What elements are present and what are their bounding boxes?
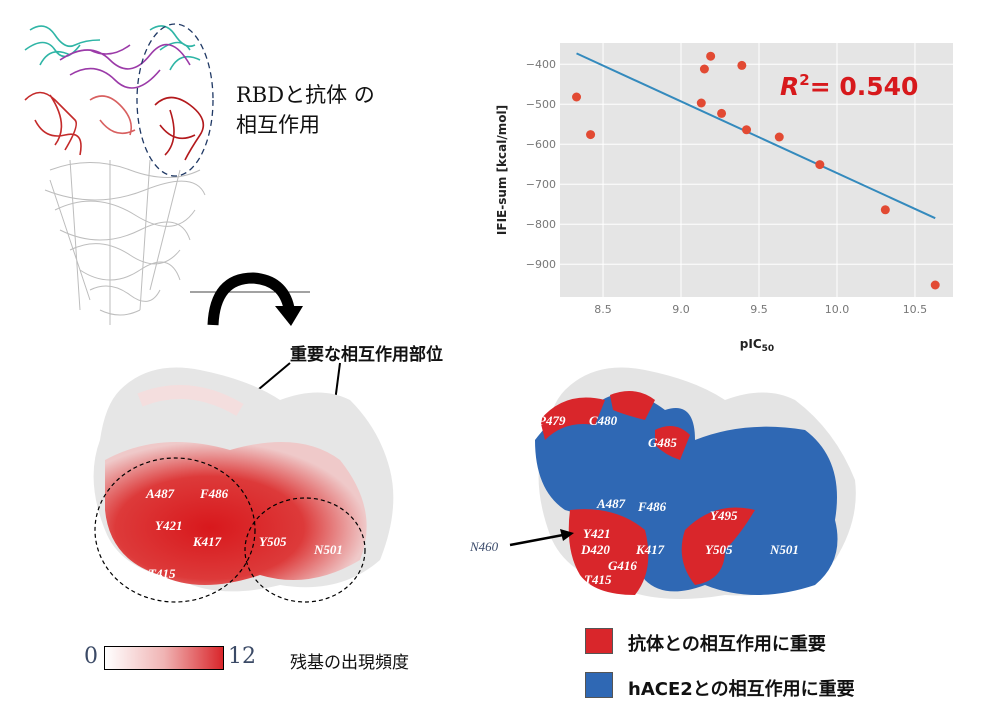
residue-label: T415 [148,566,176,581]
colorbar-min: 0 [84,644,98,669]
rbd-surface-frequency-image [93,367,394,603]
data-point [586,130,596,140]
data-point [880,205,890,215]
legend-swatch-antibody [585,628,613,654]
x-tick-label: 10.0 [825,303,850,316]
x-axis-label: pIC50 [740,337,774,354]
x-tick-label: 9.0 [672,303,690,316]
residue-label: Y495 [710,508,738,523]
y-axis-label: IFIE-sum [kcal/mol] [495,105,509,235]
colorbar-max: 12 [228,644,256,669]
data-point [774,132,784,142]
legend-label-antibody: 抗体との相互作用に重要 [628,634,826,655]
data-point [706,51,716,61]
colorbar-label: 残基の出現頻度 [290,653,409,673]
residue-label: N501 [770,542,799,557]
residue-label: A487 [597,496,626,511]
rbd-antibody-label-line1: RBDと抗体 の [236,83,375,107]
residue-label: D420 [581,542,610,557]
residue-label-n460: N460 [470,539,499,554]
rbd-antibody-label: RBDと抗体 の 相互作用 [236,80,375,140]
residue-label: P479 [538,413,566,428]
y-tick-label: −500 [526,98,556,111]
residue-label: Y421 [155,518,183,533]
residue-label: G485 [648,435,677,450]
x-tick-label: 9.5 [750,303,768,316]
y-tick-label: −600 [526,138,556,151]
data-point [930,280,940,290]
data-point [717,108,727,118]
rbd-highlight-ellipse [136,23,214,177]
colorbar [104,646,224,670]
residue-label: K417 [636,542,665,557]
residue-label: T415 [584,572,612,587]
legend-swatch-hace2 [585,672,613,698]
r-squared-annotation: R2= 0.540 [780,71,918,101]
n460-arrow [509,529,574,547]
data-point [699,64,709,74]
y-tick-label: −900 [526,258,556,271]
plot-area [560,43,953,297]
y-tick-label: −400 [526,58,556,71]
residue-label: F486 [200,486,229,501]
data-point [742,125,752,135]
key-interaction-site-callout: 重要な相互作用部位 [290,345,443,365]
residue-label: A487 [146,486,175,501]
residue-label: C480 [589,413,618,428]
rotation-arrow-icon [190,272,310,326]
data-point [572,92,582,102]
residue-label: Y505 [259,534,287,549]
residue-label: Y421 [583,526,611,541]
residue-label: N501 [314,542,343,557]
data-point [696,98,706,108]
residue-label: K417 [193,534,222,549]
scatter-chart: 8.5 9.0 9.5 10.0 10.5 −400 −500 −600 −700 −800 −90… [495,43,953,354]
data-point [737,60,747,70]
residue-label: G416 [608,558,637,573]
y-tick-label: −800 [526,218,556,231]
data-point [815,160,825,170]
x-tick-label: 10.5 [903,303,928,316]
regression-line [576,52,936,220]
spike-antibody-structure-image [24,23,214,325]
residue-label: F486 [638,499,667,514]
rbd-surface-interaction-image [535,367,856,599]
residue-label: Y505 [705,542,733,557]
y-tick-label: −700 [526,178,556,191]
x-tick-label: 8.5 [594,303,612,316]
legend-label-hace2: hACE2との相互作用に重要 [628,679,855,700]
rbd-antibody-label-line2: 相互作用 [236,113,320,137]
